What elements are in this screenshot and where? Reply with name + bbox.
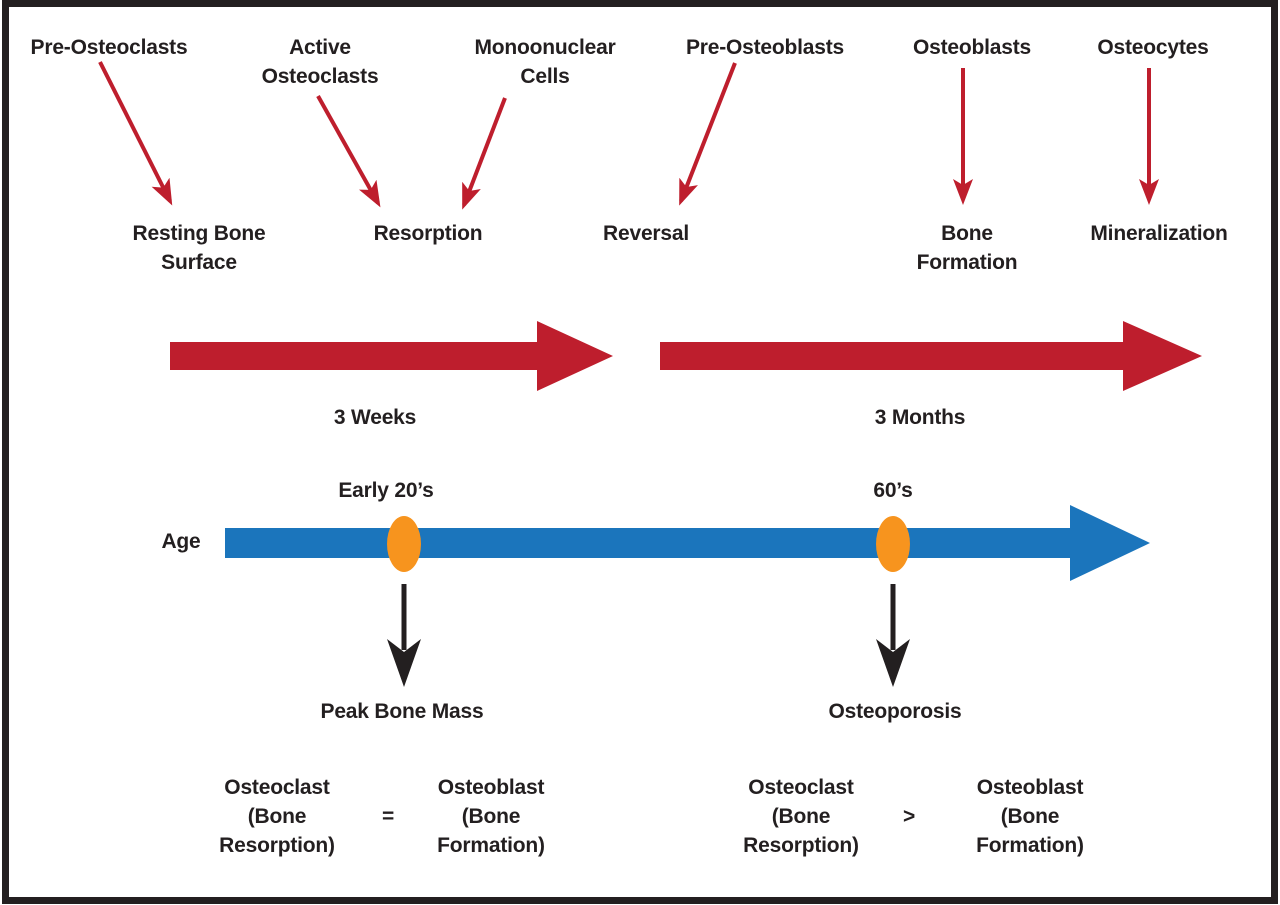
balance-a-operator: =	[381, 805, 395, 828]
cell-label-line: Cells	[520, 65, 570, 88]
outcome-label-osteoporosis: Osteoporosis	[828, 700, 962, 723]
cell-label-line: Pre-Osteoclasts	[30, 36, 188, 59]
outcome-arrowhead-peak-bone-mass	[387, 639, 421, 687]
cell-label-mononuclear-cells: Monoonuclear Cells	[474, 33, 615, 91]
cell-label-line: Osteoclasts	[261, 65, 379, 88]
cell-label-pre-osteoblasts: Pre-Osteoblasts	[686, 33, 844, 62]
phase-label-line: Bone	[941, 222, 993, 245]
cell-label-line: Pre-Osteoblasts	[685, 36, 845, 59]
cell-label-osteocytes: Osteocytes	[1097, 33, 1208, 62]
age-axis-arrow	[225, 505, 1150, 581]
balance-line: Formation)	[437, 834, 545, 857]
phase-timeline-arrow-3-months	[660, 321, 1202, 391]
phase-label-resting-bone-surface: Resting Bone Surface	[133, 219, 266, 277]
balance-b-osteoblast: Osteoblast (Bone Formation)	[976, 773, 1084, 860]
balance-b-osteoclast: Osteoclast (Bone Resorption)	[743, 773, 859, 860]
cell-label-osteoblasts: Osteoblasts	[913, 33, 1031, 62]
balance-line: Formation)	[976, 834, 1084, 857]
leader-arrow-pre-osteoclasts	[98, 61, 173, 206]
age-marker-60s	[876, 516, 910, 572]
cell-label-line: Osteoblasts	[912, 36, 1032, 59]
outcome-label-peak-bone-mass: Peak Bone Mass	[320, 700, 484, 723]
phase-label-bone-formation: Bone Formation	[917, 219, 1018, 277]
cell-label-line: Osteocytes	[1097, 36, 1209, 59]
balance-line: Osteoclast	[224, 776, 330, 799]
balance-line: Resorption)	[219, 834, 335, 857]
age-axis-label: Age	[161, 530, 201, 553]
balance-a-osteoclast: Osteoclast (Bone Resorption)	[219, 773, 335, 860]
balance-line: (Bone	[247, 805, 307, 828]
phase-label-mineralization: Mineralization	[1090, 219, 1227, 248]
balance-a-osteoblast: Osteoblast (Bone Formation)	[437, 773, 545, 860]
phase-label-line: Formation	[916, 251, 1018, 274]
age-marker-label-early-20s: Early 20’s	[338, 479, 434, 502]
phase-label-line: Reversal	[603, 222, 689, 245]
cell-label-active-osteoclasts: Active Osteoclasts	[262, 33, 379, 91]
phase-label-reversal: Reversal	[603, 219, 689, 248]
phase-label-line: Mineralization	[1090, 222, 1228, 245]
phase-label-line: Resting Bone	[132, 222, 266, 245]
age-marker-label-60s: 60’s	[873, 479, 913, 502]
balance-line: Osteoblast	[437, 776, 545, 799]
cell-label-line: Monoonuclear	[474, 36, 616, 59]
cell-label-line: Active	[289, 36, 351, 59]
balance-line: Osteoclast	[748, 776, 854, 799]
duration-label-3-months: 3 Months	[874, 406, 966, 429]
balance-line: (Bone	[1000, 805, 1060, 828]
balance-b-operator: >	[902, 805, 916, 828]
duration-label-3-weeks: 3 Weeks	[333, 406, 417, 429]
outcome-arrowhead-osteoporosis	[876, 639, 910, 687]
balance-line: Osteoblast	[976, 776, 1084, 799]
leader-arrow-pre-osteoblasts	[679, 62, 737, 206]
balance-line: (Bone	[771, 805, 831, 828]
cell-label-pre-osteoclasts: Pre-Osteoclasts	[31, 33, 188, 62]
leader-arrow-mononuclear-cells	[462, 97, 507, 210]
phase-timeline-arrow-3-weeks	[170, 321, 613, 391]
age-marker-early-20s	[387, 516, 421, 572]
phase-label-line: Surface	[161, 251, 237, 274]
balance-line: Resorption)	[743, 834, 859, 857]
phase-label-line: Resorption	[373, 222, 483, 245]
leader-arrow-active-osteoclasts	[316, 95, 381, 208]
balance-line: (Bone	[461, 805, 521, 828]
phase-label-resorption: Resorption	[374, 219, 483, 248]
